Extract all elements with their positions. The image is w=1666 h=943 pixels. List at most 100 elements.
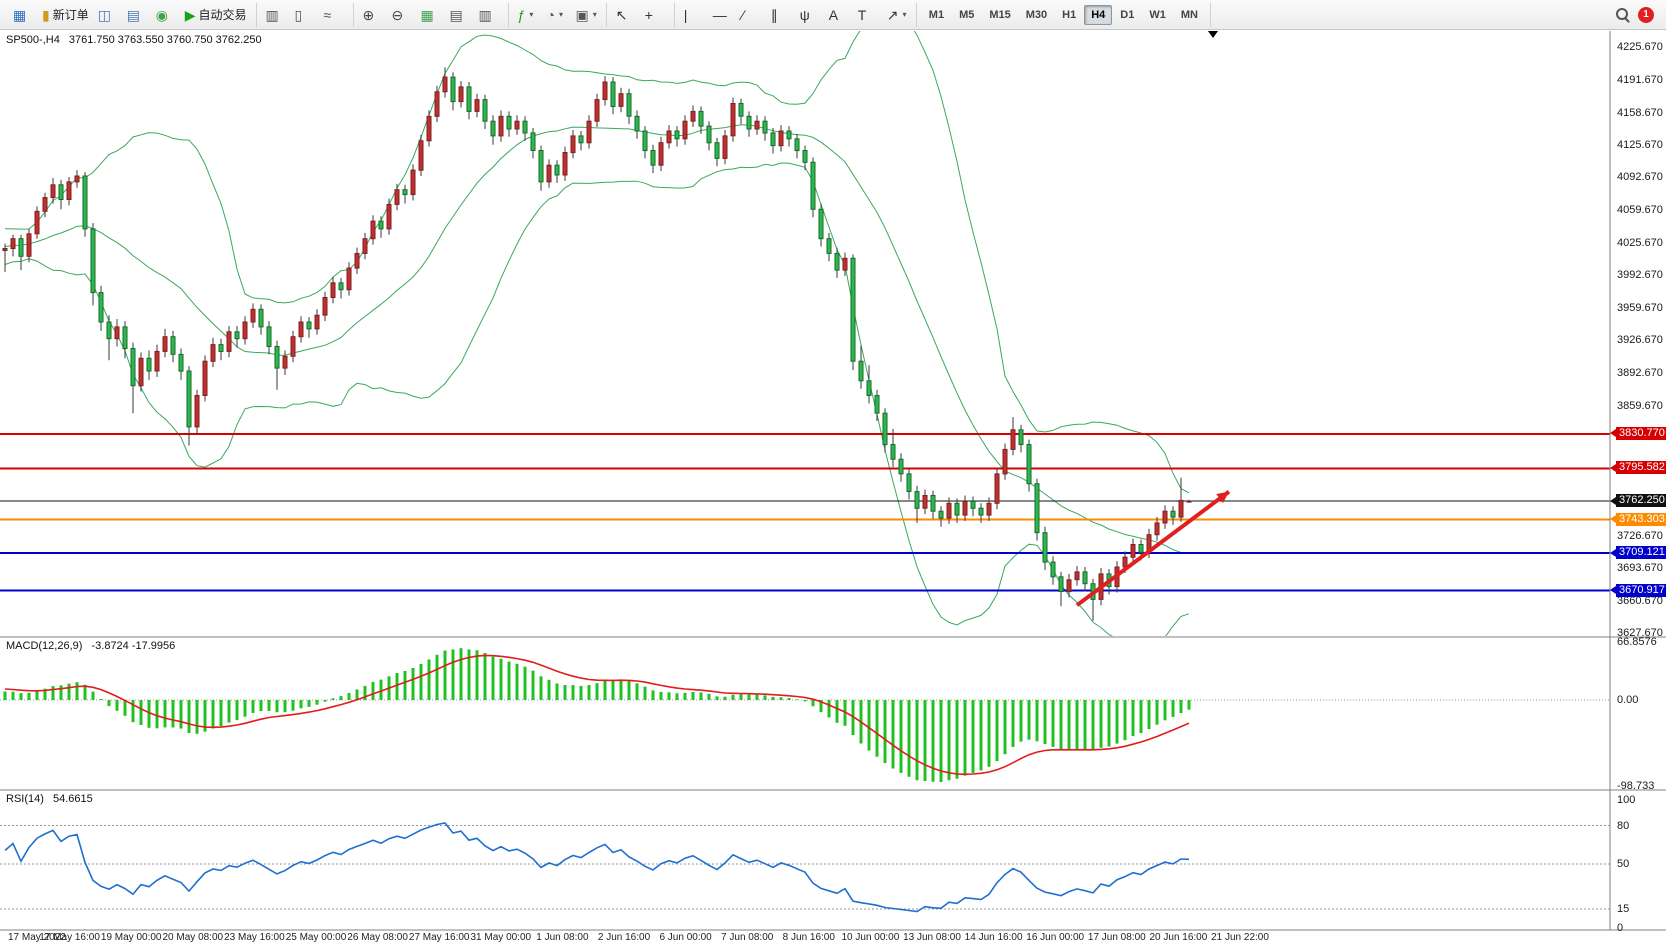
time-label: 21 Jun 22:00 xyxy=(1211,932,1269,943)
horizontal-line-button[interactable]: — xyxy=(709,3,737,27)
dropdown-caret-icon: ▾ xyxy=(529,10,534,19)
label-button[interactable]: T xyxy=(854,3,882,27)
trend-arrow[interactable] xyxy=(1075,489,1231,607)
candle-bearish xyxy=(970,500,976,509)
zoom-in-button[interactable]: ⊕ xyxy=(359,3,387,27)
candle-bearish xyxy=(58,184,64,201)
label-pointer-icon xyxy=(1610,429,1616,438)
candles xyxy=(2,67,1192,621)
profiles-icon: ▤ xyxy=(126,6,140,23)
tile-windows-button[interactable]: ▦ xyxy=(417,3,445,27)
time-label: 17 May 2022 xyxy=(8,932,66,943)
rsi-panel xyxy=(0,822,1610,913)
autotrading-button[interactable]: ▶ 自动交易 xyxy=(181,3,251,27)
candle-bearish xyxy=(122,326,128,349)
candle-bullish xyxy=(394,189,400,205)
auto-arrange-button[interactable]: ▤ xyxy=(446,3,474,27)
notification-badge[interactable]: 1 xyxy=(1638,6,1654,23)
profiles-button[interactable]: ▤ xyxy=(123,3,151,27)
vertical-line-button[interactable]: | xyxy=(680,3,708,27)
label-pointer-icon xyxy=(1610,463,1616,472)
candle-bullish xyxy=(418,140,424,171)
timeframe-m15-button[interactable]: M15 xyxy=(989,8,1011,21)
zoom-out-button[interactable]: ⊖ xyxy=(388,3,416,27)
candle-bearish xyxy=(130,348,136,387)
timeframe-d1-button[interactable]: D1 xyxy=(1120,8,1135,21)
dropdown-caret-icon: ▾ xyxy=(902,10,907,19)
trendline-button[interactable]: ∕ xyxy=(738,3,766,27)
timeframe-h1-button[interactable]: H1 xyxy=(1062,8,1077,21)
price-tick: 4158.670 xyxy=(1617,106,1663,119)
timeframe-h4-button[interactable]: H4 xyxy=(1084,4,1113,25)
cursor-button[interactable]: ↖ xyxy=(612,3,640,27)
candle-bearish xyxy=(770,132,776,147)
price-tick: 4092.670 xyxy=(1617,171,1663,184)
timeframe-m1-button[interactable]: M1 xyxy=(928,8,945,21)
candle-bullish xyxy=(282,355,288,369)
label-pointer-icon xyxy=(1610,515,1616,524)
price-tick: 4191.670 xyxy=(1617,74,1663,87)
chart-shift-marker[interactable] xyxy=(1208,31,1218,38)
candle-bearish xyxy=(786,130,792,140)
candle-bearish xyxy=(378,220,384,230)
candle-bullish xyxy=(362,238,368,254)
candle-bullish xyxy=(74,175,80,183)
autotrading-icon: ▶ xyxy=(184,6,196,23)
candle-bearish xyxy=(882,412,888,446)
macd-axis-tick: 0.00 xyxy=(1617,694,1639,706)
price-tick: 3992.670 xyxy=(1617,269,1663,282)
candle-bullish xyxy=(498,115,504,137)
candle-bullish xyxy=(658,142,664,166)
candle-bullish xyxy=(66,181,72,200)
candle-bearish xyxy=(482,99,488,122)
periods-button[interactable]: ◔ ▾ xyxy=(543,3,571,27)
time-label: 13 Jun 08:00 xyxy=(903,932,961,943)
price-tick: 4025.670 xyxy=(1617,236,1663,249)
candle-bearish xyxy=(818,208,824,240)
chart-window-button[interactable]: ◫ xyxy=(94,3,122,27)
fibonacci-button[interactable]: ψ xyxy=(796,3,824,27)
channel-button[interactable]: ∥ xyxy=(767,3,795,27)
autotrading-button-label: 自动交易 xyxy=(198,8,247,22)
timeframe-w1-button[interactable]: W1 xyxy=(1149,8,1166,21)
timeframe-m5-button[interactable]: M5 xyxy=(959,8,975,21)
timeframe-m30-button[interactable]: M30 xyxy=(1025,8,1048,21)
candle-bullish xyxy=(682,120,688,140)
price-tick: 3627.670 xyxy=(1617,627,1663,639)
indicators-button[interactable]: ƒ ▾ xyxy=(514,3,542,27)
candle-bullish xyxy=(618,93,624,107)
price-axis: 4225.670 4191.670 4158.670 4125.670 4092.670… xyxy=(1610,0,1666,943)
new-order-button[interactable]: ▮ 新订单 xyxy=(38,3,93,27)
candle-bearish xyxy=(1170,510,1176,518)
arrows-button[interactable]: ↗ ▾ xyxy=(883,3,911,27)
vertical-line-icon: | xyxy=(683,6,688,23)
community-button[interactable]: ◉ xyxy=(152,3,180,27)
app-logo-icon: ▦ xyxy=(13,6,27,23)
time-label: 26 May 08:00 xyxy=(347,932,408,943)
candle-bearish xyxy=(178,353,184,372)
candle-bearish xyxy=(650,150,656,166)
candle-bullish xyxy=(10,238,16,249)
candle-bearish xyxy=(98,292,104,323)
text-button[interactable]: A xyxy=(825,3,853,27)
candle-bearish xyxy=(1018,429,1024,445)
rsi-axis-tick: 0 xyxy=(1617,922,1624,934)
level-price-label: 3670.917 xyxy=(1610,583,1666,597)
candle-bullish xyxy=(50,184,56,199)
bar-chart-button[interactable]: ▥ xyxy=(262,3,290,27)
app-logo-button[interactable]: ▦ xyxy=(9,3,37,27)
search-icon[interactable] xyxy=(1616,7,1630,22)
candle-bullish xyxy=(962,500,968,516)
templates-button[interactable]: ▣ ▾ xyxy=(572,3,601,27)
crosshair-button[interactable]: + xyxy=(641,3,669,27)
candle-bearish xyxy=(802,150,808,163)
line-chart-button[interactable]: ≈ xyxy=(320,3,348,27)
candlestick-chart-button[interactable]: ▯ xyxy=(291,3,319,27)
price-tick: 3959.670 xyxy=(1617,301,1663,314)
arrange-windows-button[interactable]: ▥ xyxy=(475,3,503,27)
bar-chart-icon: ▥ xyxy=(265,6,279,23)
candle-bullish xyxy=(1010,429,1016,450)
candle-bullish xyxy=(754,120,760,130)
timeframe-mn-button[interactable]: MN xyxy=(1180,8,1198,21)
